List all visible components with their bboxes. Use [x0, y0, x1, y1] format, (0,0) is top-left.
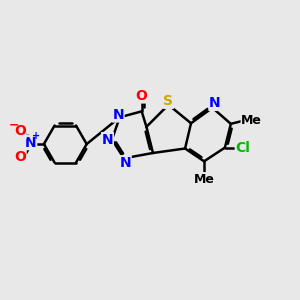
Text: N: N: [209, 96, 220, 110]
Text: Me: Me: [241, 114, 262, 127]
Text: Me: Me: [194, 172, 214, 186]
Text: O: O: [14, 150, 26, 164]
Text: N: N: [112, 108, 124, 122]
Text: N: N: [119, 156, 131, 170]
Text: +: +: [32, 131, 40, 141]
Text: Cl: Cl: [235, 141, 250, 154]
Text: O: O: [14, 124, 26, 138]
Text: O: O: [136, 89, 148, 103]
Text: N: N: [102, 133, 113, 147]
Text: N: N: [25, 136, 37, 150]
Text: S: S: [164, 94, 173, 108]
Text: −: −: [8, 118, 19, 131]
